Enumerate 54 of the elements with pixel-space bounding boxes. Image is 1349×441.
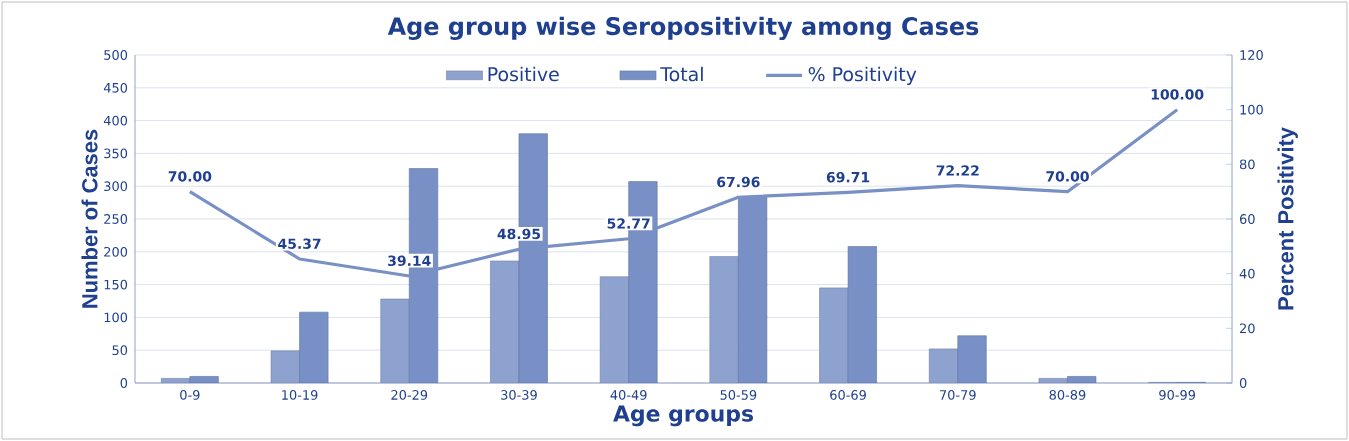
y-tick-label: 400	[103, 115, 128, 126]
y-tick-label: 100	[104, 312, 128, 323]
bar	[599, 276, 629, 383]
y-tick-label: 0	[120, 378, 128, 388]
data-label: 100.00	[1151, 89, 1204, 100]
y2-tick-label: 80	[1239, 159, 1255, 170]
y-tick-label: 50	[112, 345, 128, 356]
x-tick-label: 30-39	[501, 390, 537, 400]
data-label: 39.14	[388, 255, 431, 267]
data-label: 69.71	[826, 171, 870, 183]
x-tick-label: 10-19	[282, 390, 318, 400]
data-label: 48.95	[497, 228, 541, 240]
chart-title: Age group wise Seropositivity among Cases	[387, 16, 979, 40]
bar	[490, 260, 520, 383]
data-label: 45.37	[278, 238, 321, 249]
x-tick-label: 40-49	[610, 390, 647, 400]
data-label: 72.22	[936, 165, 979, 176]
y2-tick-label: 120	[1240, 50, 1263, 60]
y-tick-label: 450	[103, 82, 128, 93]
x-tick-label: 20-29	[391, 390, 428, 400]
y2-tick-label: 40	[1239, 268, 1255, 279]
bar	[380, 298, 410, 383]
y-axis-title: Number of Cases	[81, 129, 98, 308]
bar	[709, 256, 739, 383]
x-tick-label: 60-69	[830, 390, 866, 400]
bar	[1038, 378, 1068, 383]
y-tick-label: 150	[104, 279, 128, 290]
y2-axis-title: Percent Positivity	[1277, 127, 1298, 310]
legend-label: % Positivity	[808, 66, 917, 85]
legend-label: Total	[660, 66, 703, 82]
x-tick-label: 90-99	[1159, 390, 1196, 400]
y-tick-label: 500	[104, 50, 128, 60]
bar	[270, 350, 300, 383]
y-tick-label: 200	[104, 246, 128, 257]
y2-tick-label: 60	[1239, 214, 1255, 224]
x-axis-title: Age groups	[613, 405, 753, 427]
bar	[928, 348, 959, 383]
bar	[819, 287, 849, 383]
data-label: 70.00	[1046, 171, 1089, 182]
data-label: 67.96	[717, 176, 760, 188]
y-tick-label: 300	[104, 181, 128, 192]
data-label: 70.00	[168, 171, 212, 182]
x-tick-label: 80-89	[1049, 390, 1086, 400]
y2-tick-label: 20	[1239, 323, 1255, 334]
x-tick-label: 0-9	[180, 390, 200, 400]
bar	[161, 378, 191, 383]
data-label: 52.77	[607, 218, 650, 229]
x-tick-label: 70-79	[940, 390, 976, 400]
y2-tick-label: 100	[1240, 104, 1263, 115]
legend-label: Positive	[488, 66, 559, 82]
y2-tick-label: 0	[1239, 378, 1247, 388]
y-tick-label: 250	[104, 214, 128, 224]
x-tick-label: 50-59	[720, 390, 757, 400]
y-tick-label: 350	[104, 148, 128, 159]
